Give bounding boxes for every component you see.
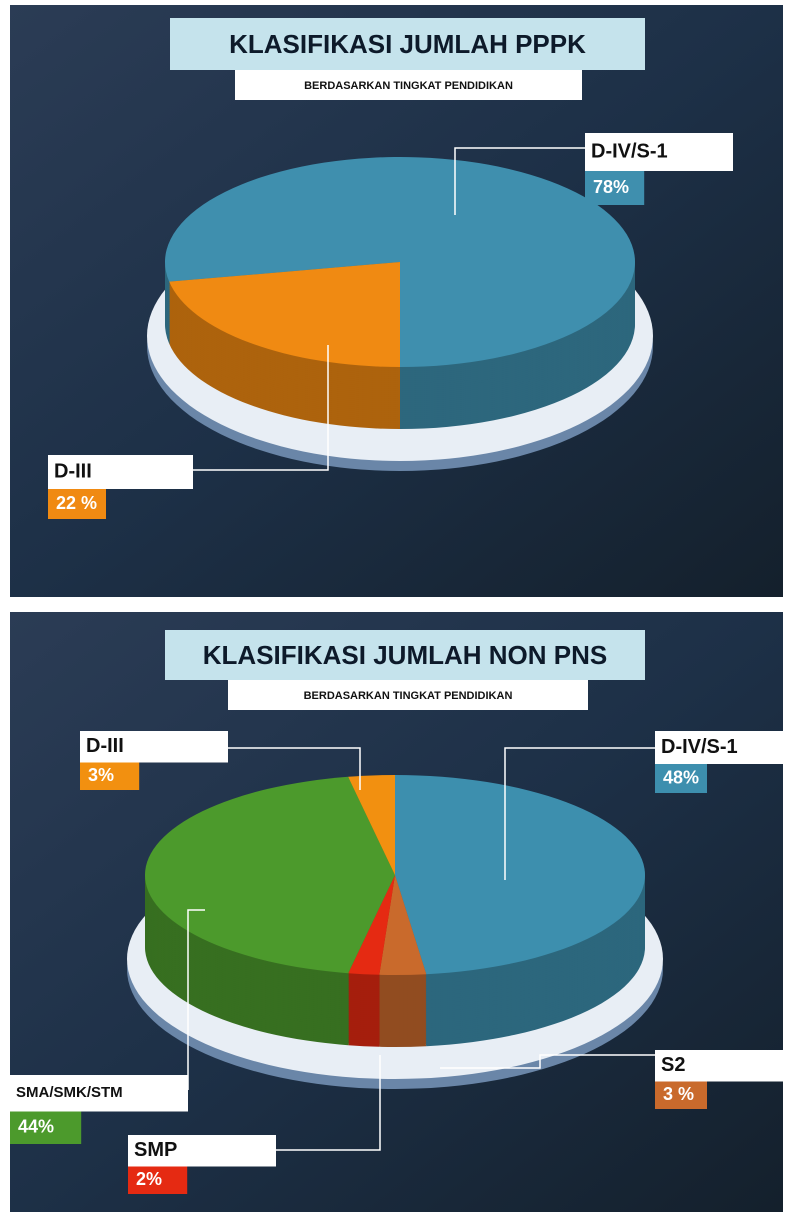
category-label: SMP xyxy=(134,1139,177,1161)
value-label: 22 % xyxy=(56,493,97,513)
chart-title: KLASIFIKASI JUMLAH NON PNS xyxy=(203,640,607,670)
category-label: S2 xyxy=(661,1054,685,1076)
value-label: 3 % xyxy=(663,1084,694,1104)
chart-subtitle: BERDASARKAN TINGKAT PENDIDIKAN xyxy=(304,80,513,92)
chart-subtitle: BERDASARKAN TINGKAT PENDIDIKAN xyxy=(304,690,513,702)
value-label: 44% xyxy=(18,1117,54,1137)
value-label: 48% xyxy=(663,767,699,787)
category-label: D-III xyxy=(54,460,92,482)
category-label: SMA/SMK/STM xyxy=(16,1084,123,1101)
category-label: D-IV/S-1 xyxy=(661,736,738,758)
value-label: 2% xyxy=(136,1169,162,1189)
infographic: D-IV/S-1 78% D-III 22 % KLASIFIKASI JUMLAH P… xyxy=(0,0,790,1215)
category-label: D-III xyxy=(86,735,124,757)
value-label: 78% xyxy=(593,177,629,197)
chart-title: KLASIFIKASI JUMLAH PPPK xyxy=(229,29,586,59)
category-label: D-IV/S-1 xyxy=(591,140,668,162)
value-label: 3% xyxy=(88,765,114,785)
